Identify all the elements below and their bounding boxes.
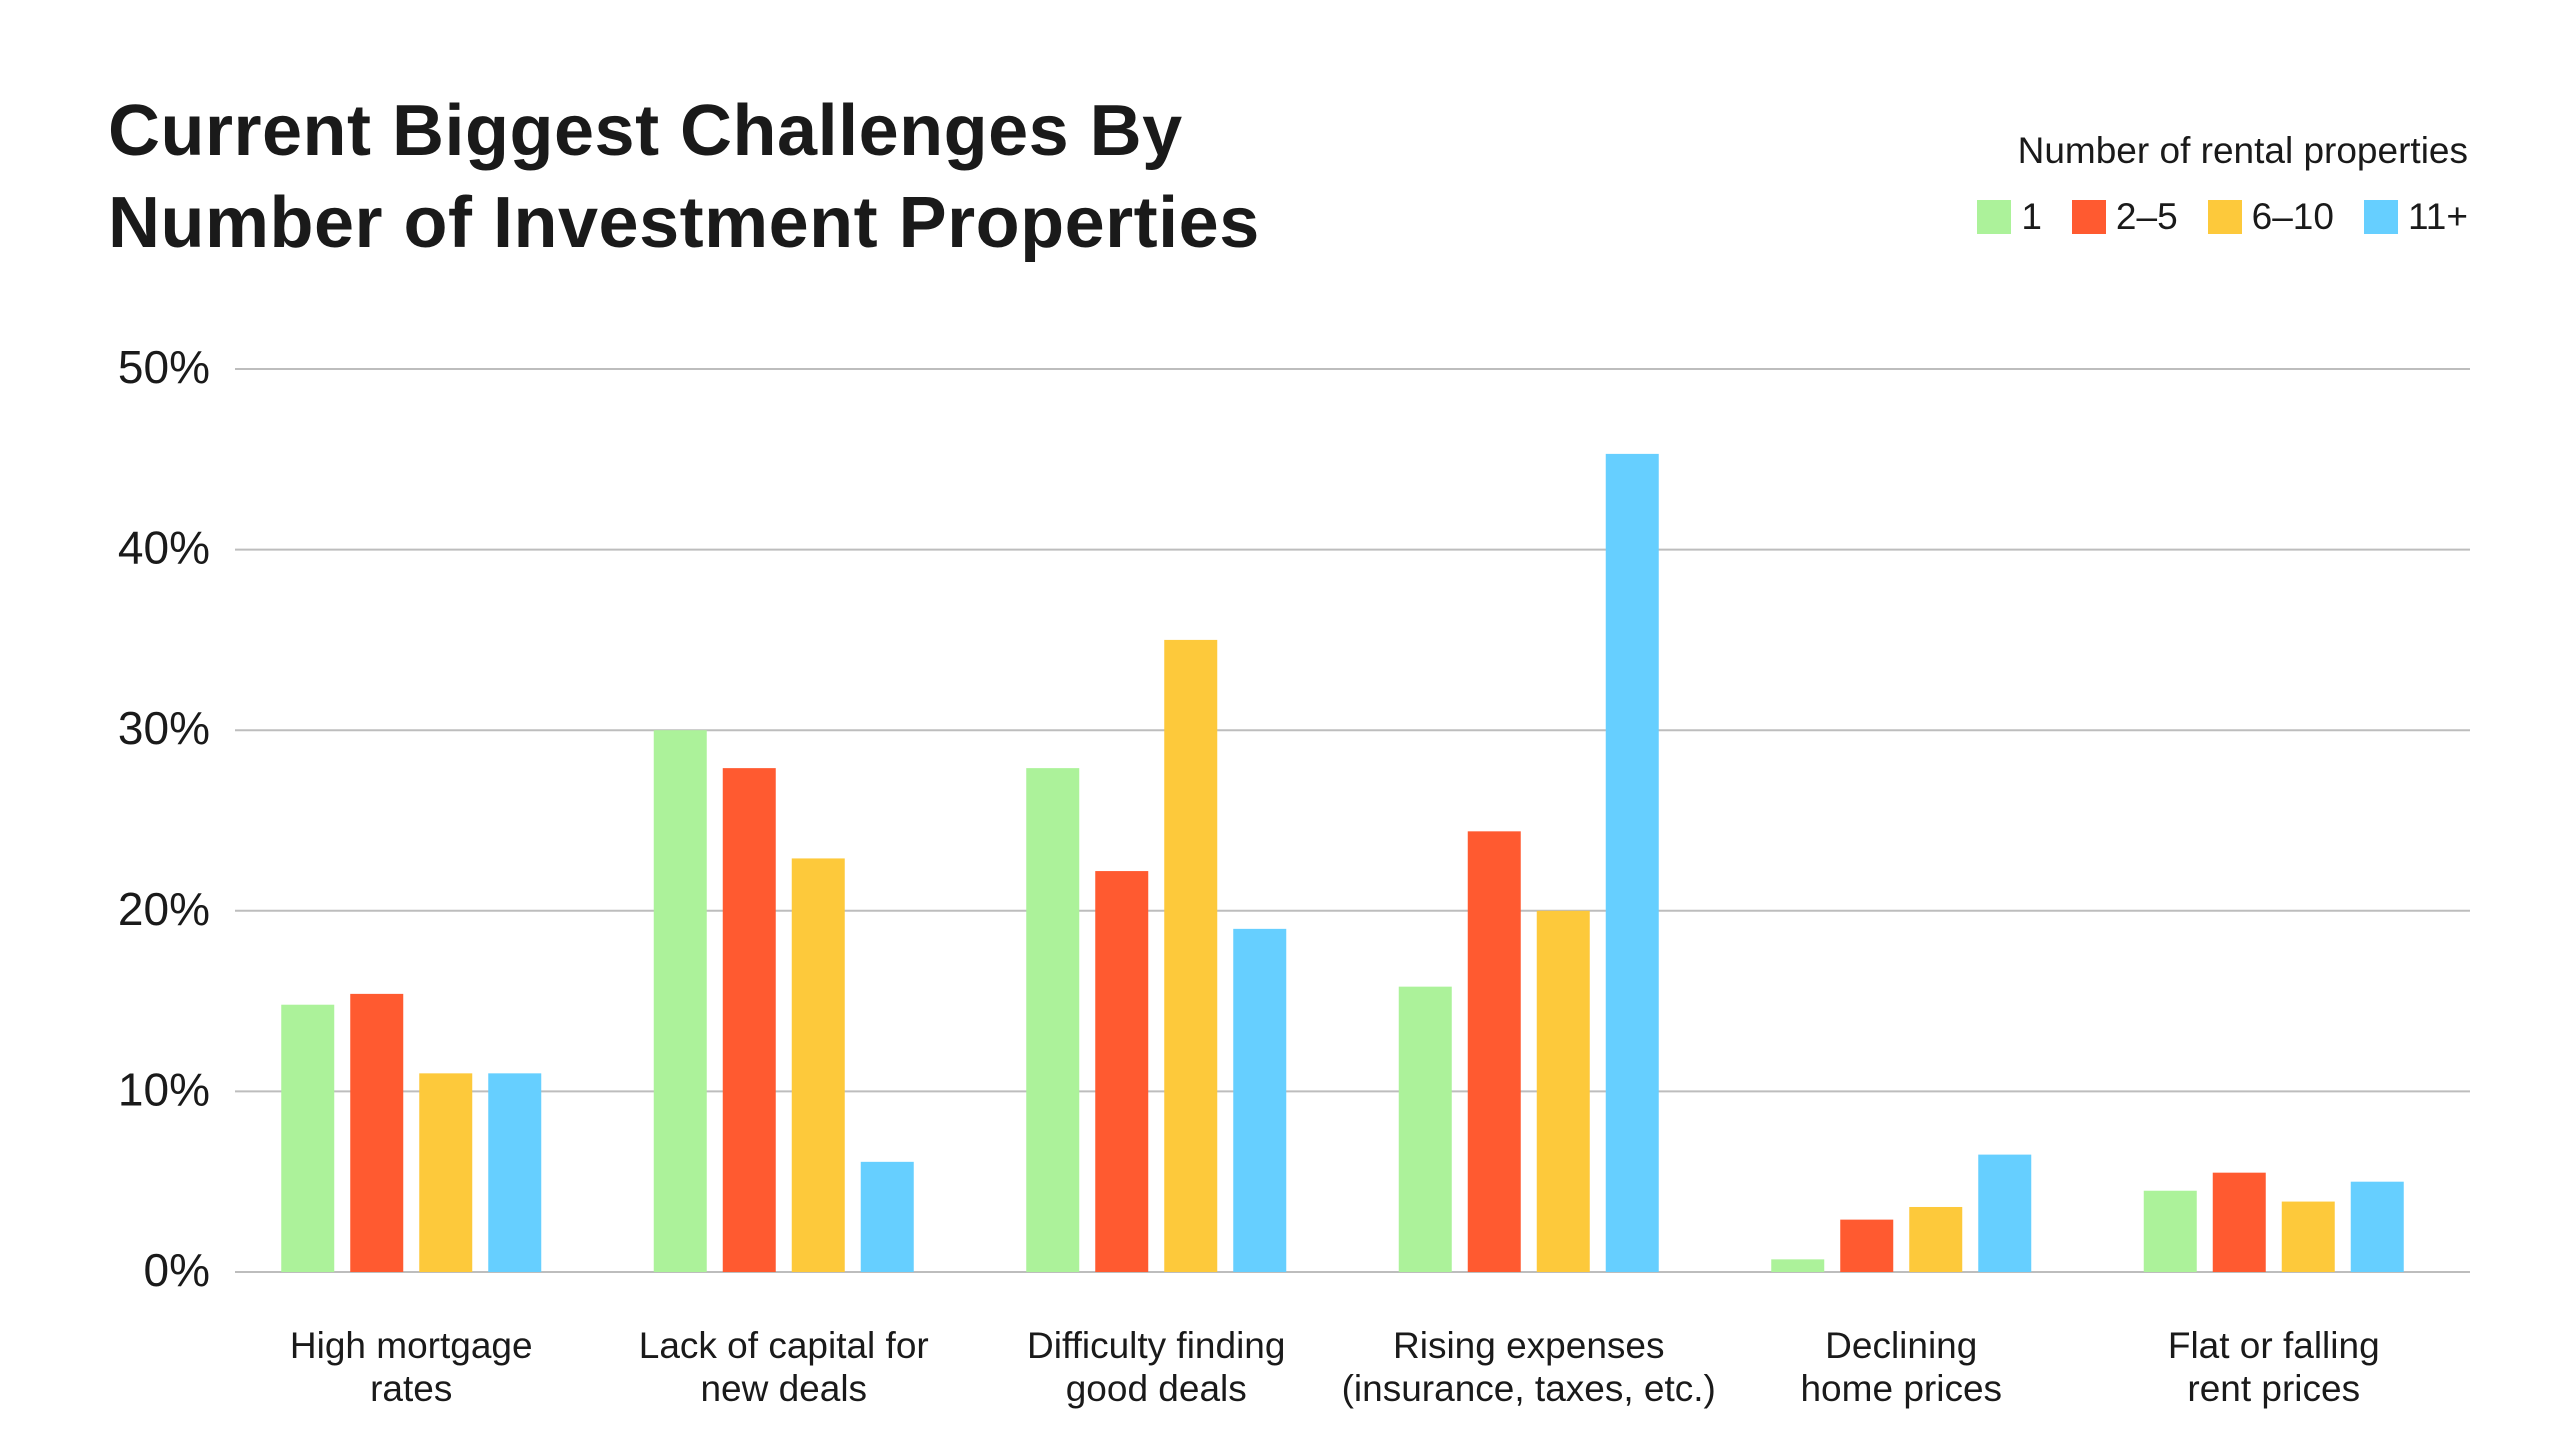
bar-11+: [860, 1161, 914, 1272]
y-tick-label: 30%: [118, 702, 210, 754]
bar-1: [653, 730, 707, 1272]
x-category-label: good deals: [1066, 1368, 1247, 1409]
x-category-label: home prices: [1800, 1368, 2002, 1409]
y-tick-label: 50%: [118, 341, 210, 393]
bar-1: [2143, 1190, 2197, 1272]
y-tick-label: 40%: [118, 522, 210, 574]
legend: Number of rental properties 1 2–5 6–10 11+: [1977, 130, 2468, 238]
chart-title-line-1: Current Biggest Challenges By: [108, 91, 1183, 171]
x-category-label: rates: [370, 1368, 452, 1409]
x-category-label: Difficulty finding: [1027, 1325, 1285, 1366]
x-category-label: Declining: [1825, 1325, 1977, 1366]
bar-2-5: [1095, 871, 1149, 1272]
bar-6-10: [419, 1073, 473, 1272]
legend-items: 1 2–5 6–10 11+: [1977, 196, 2468, 238]
bar-11+: [488, 1073, 542, 1272]
bar-6-10: [1536, 910, 1590, 1272]
bar-11+: [1605, 453, 1659, 1273]
chart-title: Current Biggest Challenges By Number of …: [108, 85, 1260, 269]
legend-swatch: [2071, 200, 2106, 234]
legend-title: Number of rental properties: [2017, 130, 2468, 171]
bar-1: [1771, 1259, 1825, 1272]
legend-item: 1: [1977, 196, 2042, 238]
bar-1: [281, 1004, 335, 1272]
legend-item: 6–10: [2207, 196, 2334, 238]
bar-11+: [1233, 928, 1287, 1272]
bar-2-5: [1840, 1219, 1894, 1272]
bar-2-5: [350, 993, 404, 1272]
legend-item: 11+: [2363, 196, 2468, 238]
bar-6-10: [2281, 1201, 2335, 1272]
bar-6-10: [1909, 1206, 1963, 1272]
bar-11+: [1978, 1154, 2032, 1272]
legend-swatch: [2207, 200, 2242, 234]
y-tick-label: 10%: [118, 1063, 210, 1115]
x-category-label: Flat or falling: [2168, 1325, 2380, 1366]
bar-2-5: [722, 768, 776, 1272]
x-category-label: new deals: [700, 1368, 867, 1409]
x-category-label: (insurance, taxes, etc.): [1342, 1368, 1716, 1409]
legend-swatch: [1977, 200, 2012, 234]
legend-label: 6–10: [2251, 196, 2334, 237]
y-tick-label: 0%: [144, 1244, 210, 1296]
bar-2-5: [1467, 831, 1521, 1272]
legend-item: 2–5: [2071, 196, 2178, 238]
x-category-label: High mortgage: [290, 1325, 533, 1366]
x-category-label: Lack of capital for: [639, 1325, 929, 1366]
bar-2-5: [2212, 1172, 2266, 1272]
y-tick-label: 20%: [118, 883, 210, 935]
bar-11+: [2350, 1181, 2404, 1272]
bar-1: [1026, 768, 1080, 1272]
bar-1: [1398, 986, 1452, 1272]
legend-label: 2–5: [2115, 196, 2178, 237]
legend-label: 11+: [2407, 196, 2468, 237]
bar-6-10: [1164, 639, 1218, 1272]
legend-swatch: [2363, 200, 2398, 234]
chart-title-line-2: Number of Investment Properties: [108, 183, 1260, 263]
x-category-label: rent prices: [2187, 1368, 2360, 1409]
legend-label: 1: [2021, 196, 2042, 237]
bar-6-10: [791, 858, 845, 1272]
x-category-label: Rising expenses: [1393, 1325, 1664, 1366]
